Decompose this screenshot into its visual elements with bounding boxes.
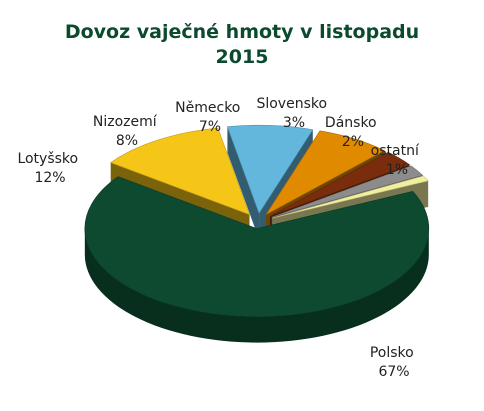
pie-slice-polsko: [84, 176, 430, 317]
slice-percent: 67%: [378, 364, 409, 380]
pie-top-layer: [84, 124, 430, 317]
pie-slice-dansko: [271, 165, 424, 218]
slice-label-nemecko: Německo 7%: [175, 100, 245, 135]
slice-label-polsko: Polsko 67%: [370, 345, 418, 380]
slice-percent: 2%: [342, 134, 364, 150]
slice-percent: 1%: [386, 162, 408, 178]
slice-name: Slovensko: [256, 96, 327, 112]
slice-rim-polsko: [84, 228, 429, 343]
pie-slice-lotyssko: [110, 127, 250, 216]
slice-wall-nizozemi-start: [227, 126, 260, 240]
slice-name: Nizozemí: [93, 114, 158, 130]
slice-percent: 8%: [116, 133, 138, 149]
slice-name: Německo: [175, 100, 240, 116]
pie-slice-nemecko: [265, 130, 386, 215]
slice-name: ostatní: [371, 143, 420, 159]
chart-title-line2: 2015: [215, 46, 269, 68]
pie-labels-layer: Polsko 67% Lotyšsko 12% Nizozemí 8% Něme…: [17, 96, 424, 380]
slice-label-slovensko: Slovensko 3%: [256, 96, 331, 131]
chart-title: Dovoz vaječné hmoty v listopadu 2015: [0, 20, 484, 70]
slice-label-ostatni: ostatní 1%: [371, 143, 424, 178]
pie-slice-ostatni: [272, 175, 429, 219]
slice-label-lotyssko: Lotyšsko 12%: [17, 151, 82, 186]
chart-title-line1: Dovoz vaječné hmoty v listopadu: [64, 21, 420, 43]
slice-percent: 12%: [34, 170, 65, 186]
slice-name: Lotyšsko: [17, 151, 78, 167]
slice-label-dansko: Dánsko 2%: [325, 115, 381, 150]
pie-slice-nizozemi: [227, 124, 314, 214]
slice-percent: 7%: [199, 119, 221, 135]
slice-name: Dánsko: [325, 115, 377, 131]
slice-name: Polsko: [370, 345, 414, 361]
pie-slice-slovensko: [269, 151, 411, 217]
slice-label-nizozemi: Nizozemí 8%: [93, 114, 161, 149]
slice-percent: 3%: [283, 115, 305, 131]
